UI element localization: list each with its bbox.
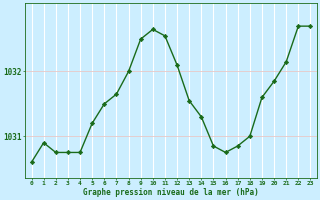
X-axis label: Graphe pression niveau de la mer (hPa): Graphe pression niveau de la mer (hPa) <box>83 188 259 197</box>
